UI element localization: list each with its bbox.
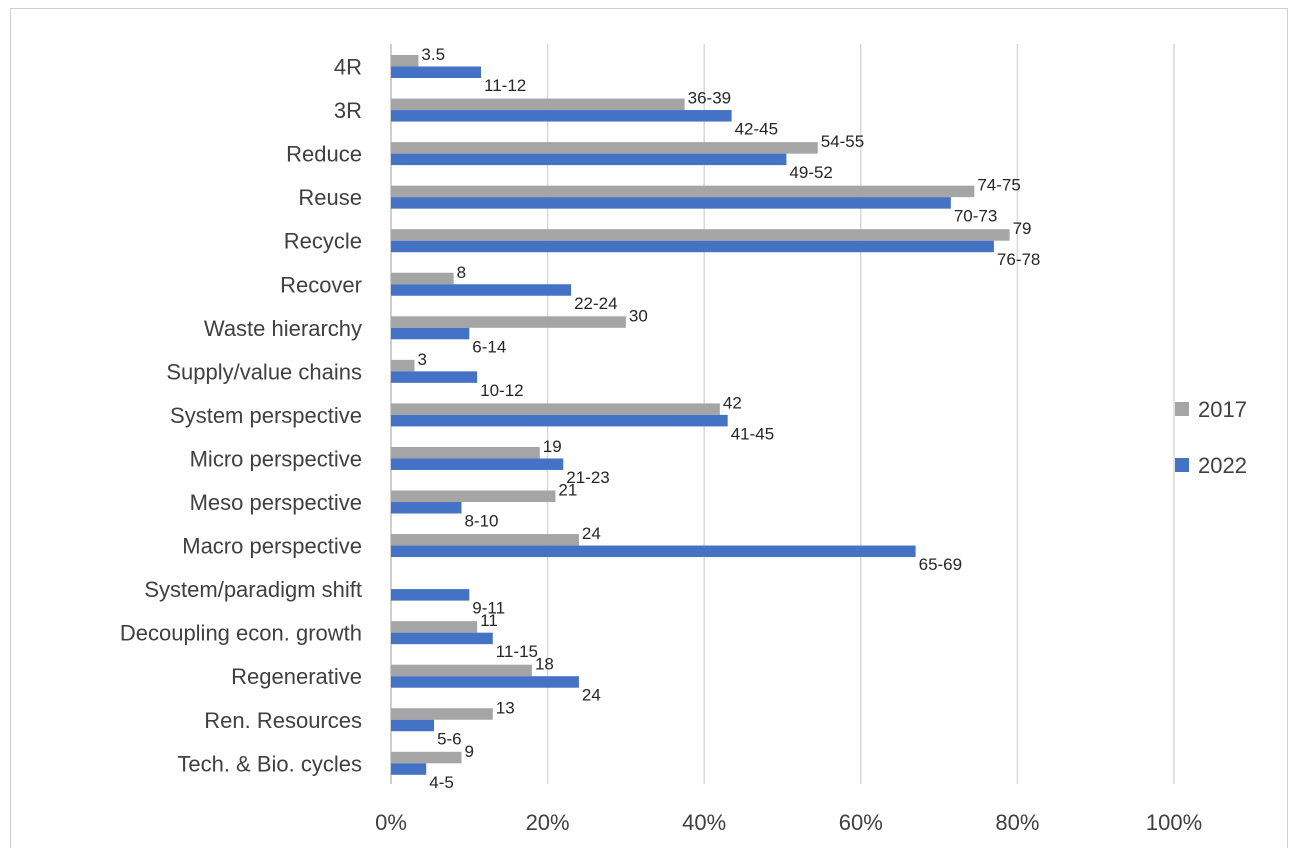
legend-swatch-2022 (1175, 458, 1189, 472)
category-label: Decoupling econ. growth (120, 621, 362, 646)
data-label-2017: 21 (558, 481, 577, 500)
data-label-2017: 79 (1013, 219, 1032, 238)
category-label: Reuse (298, 185, 362, 210)
bar-2017 (391, 446, 540, 459)
category-label: System perspective (170, 403, 362, 428)
bar-2022 (391, 414, 728, 427)
x-tick-label: 0% (375, 810, 407, 835)
category-label: Macro perspective (182, 534, 362, 559)
data-label-2017: 8 (457, 263, 466, 282)
x-tick-labels: 0% 20% 40% 60% 80% 100% (375, 810, 1202, 835)
bar-2022 (391, 197, 951, 209)
bar-2017 (391, 359, 415, 372)
data-label-2022: 22-24 (574, 294, 617, 313)
data-label-2022: 8-10 (464, 512, 498, 531)
bar-2017 (391, 316, 626, 328)
bar-2022 (391, 240, 994, 253)
data-label-2017: 30 (629, 306, 648, 325)
data-label-2022: 4-5 (429, 773, 454, 792)
legend: 2017 2022 (1175, 397, 1247, 478)
bar-2017 (391, 708, 493, 720)
bar-2017 (391, 534, 579, 546)
bar-2022 (391, 502, 462, 514)
category-label: System/paradigm shift (144, 577, 362, 602)
category-label: 4R (334, 55, 362, 80)
data-label-2017: 18 (535, 655, 554, 674)
data-label-2017: 74-75 (977, 176, 1020, 195)
bar-2017 (391, 664, 532, 677)
category-label: Micro perspective (190, 446, 362, 471)
data-label-2017: 9 (464, 742, 473, 761)
x-tick-label: 80% (995, 810, 1039, 835)
bars (391, 55, 1010, 775)
x-tick-label: 20% (526, 810, 570, 835)
bar-2017 (391, 403, 720, 415)
data-label-2022: 5-6 (437, 729, 462, 748)
data-label-2022: 21-23 (566, 468, 609, 487)
category-label: Reduce (286, 142, 362, 167)
legend-swatch-2017 (1175, 402, 1189, 416)
x-tick-label: 100% (1146, 810, 1202, 835)
x-tick-label: 60% (839, 810, 883, 835)
category-label: Recover (280, 272, 362, 297)
bar-2017 (391, 490, 556, 502)
data-label-2017: 42 (723, 393, 742, 412)
bar-2017 (391, 751, 462, 764)
legend-label-2022: 2022 (1198, 453, 1247, 478)
bar-2022 (391, 763, 427, 775)
bar-2022 (391, 66, 482, 78)
category-label: Waste hierarchy (204, 316, 362, 341)
data-label-2022: 6-14 (472, 337, 506, 356)
category-label: Regenerative (231, 664, 362, 689)
data-label-2022: 65-69 (919, 555, 962, 574)
bar-2022 (391, 589, 470, 601)
category-labels: 4R 3R Reduce Reuse Recycle Recover Waste hiera… (120, 55, 362, 777)
bar-2017 (391, 142, 818, 154)
data-label-2022: 76-78 (997, 250, 1040, 269)
category-label: Tech. & Bio. cycles (177, 751, 362, 776)
data-label-2017: 13 (496, 698, 515, 717)
legend-label-2017: 2017 (1198, 397, 1247, 422)
data-label-2022: 49-52 (789, 163, 832, 182)
bar-2022 (391, 327, 470, 340)
category-label: Meso perspective (190, 490, 362, 515)
data-label-2022: 11-12 (484, 76, 526, 95)
category-label: Ren. Resources (204, 708, 362, 733)
category-label: Recycle (284, 229, 362, 254)
data-label-2022: 10-12 (480, 381, 523, 400)
data-label-2017: 24 (582, 524, 601, 543)
bar-2017 (391, 621, 478, 633)
data-label-2017: 36-39 (688, 89, 731, 108)
bar-2017 (391, 229, 1010, 241)
bar-2022 (391, 458, 564, 470)
bar-2022 (391, 110, 732, 122)
data-label-2017: 3 (417, 350, 426, 369)
bar-2022 (391, 676, 579, 688)
data-label-2017: 11 (480, 611, 498, 630)
x-tick-label: 40% (682, 810, 726, 835)
data-label-2022: 11-15 (496, 642, 538, 661)
data-label-2022: 41-45 (731, 424, 774, 443)
data-label-2017: 54-55 (821, 132, 864, 151)
data-label-2017: 19 (543, 437, 562, 456)
category-label: Supply/value chains (166, 359, 362, 384)
data-label-2022: 24 (582, 686, 601, 705)
bar-2017 (391, 55, 419, 67)
bar-2022 (391, 153, 787, 166)
data-label-2022: 42-45 (735, 120, 778, 139)
category-label: 3R (334, 98, 362, 123)
bar-2017 (391, 272, 454, 285)
bar-2017 (391, 98, 685, 111)
bar-2022 (391, 719, 435, 732)
data-label-2022: 9-11 (472, 599, 505, 618)
bar-2022 (391, 284, 572, 296)
bar-2017 (391, 185, 975, 198)
bar-2022 (391, 545, 916, 558)
data-label-2022: 70-73 (954, 207, 997, 226)
bar-2022 (391, 371, 478, 383)
bar-2022 (391, 632, 493, 645)
data-label-2017: 3.5 (421, 45, 445, 64)
